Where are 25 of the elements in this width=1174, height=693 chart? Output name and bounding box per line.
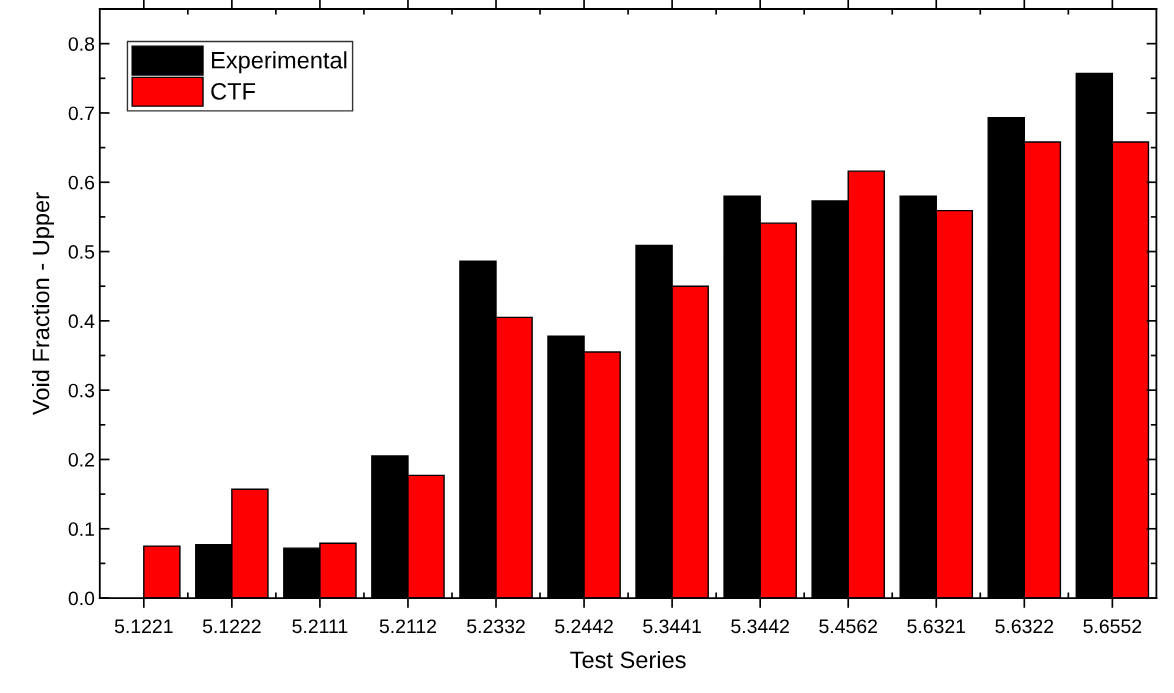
y-tick-label: 0.1 — [68, 522, 94, 536]
x-tick-label: 5.3442 — [731, 619, 789, 634]
x-tick-label: 5.6322 — [995, 619, 1054, 634]
legend-label: CTF — [211, 83, 256, 100]
x-tick-label: 5.6552 — [1083, 619, 1142, 634]
y-tick-label: 0.4 — [68, 314, 95, 329]
y-tick-label: 0.8 — [68, 37, 95, 51]
y-tick-label: 0.3 — [68, 383, 95, 398]
y-tick-label: 0.7 — [68, 106, 94, 121]
x-axis-title: Test Series — [570, 650, 686, 669]
y-tick-label: 0.0 — [68, 591, 95, 606]
x-tick-label: 5.3441 — [643, 619, 701, 634]
legend-label: Experimental — [212, 51, 347, 74]
x-tick-label: 5.2112 — [379, 619, 437, 634]
x-tick-label: 5.6321 — [907, 619, 966, 634]
y-axis-title: Void Fraction - Upper — [32, 192, 55, 415]
x-tick-label: 5.1221 — [114, 619, 173, 634]
y-tick-label: 0.6 — [68, 175, 95, 190]
y-tick-label: 0.2 — [68, 452, 94, 467]
x-tick-label: 5.2332 — [467, 619, 525, 634]
x-tick-label: 5.2111 — [292, 619, 348, 634]
x-tick-label: 5.4562 — [819, 619, 877, 634]
y-tick-label: 0.5 — [68, 245, 95, 259]
x-tick-label: 5.1222 — [202, 619, 261, 634]
x-tick-label: 5.2442 — [555, 619, 613, 634]
